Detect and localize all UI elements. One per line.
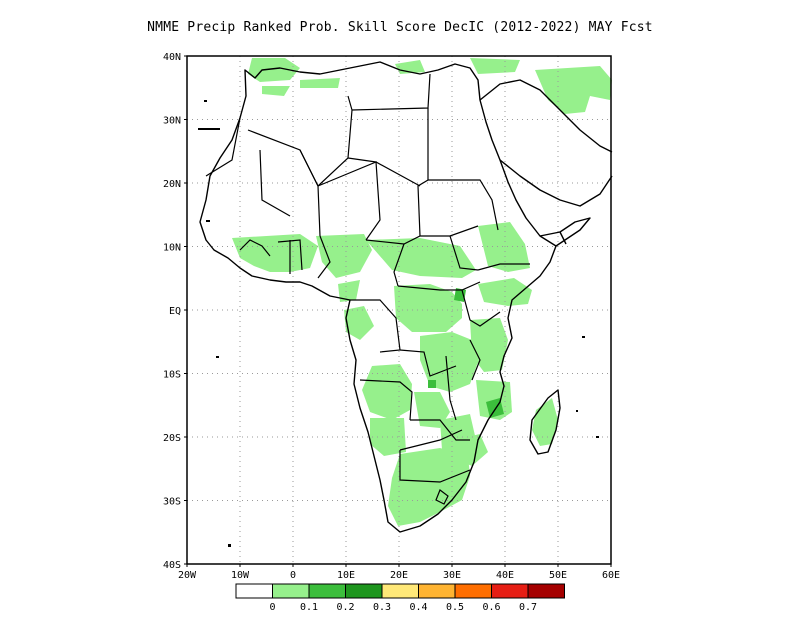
axis-ticks [184,55,612,567]
lat-label: 30N [163,116,181,127]
colorbar-swatch [527,583,565,599]
islands [198,100,599,547]
lon-label: 20W [178,570,197,581]
lon-label: 60E [602,570,620,581]
lat-label: 10N [163,243,181,254]
lon-label: 40E [496,570,514,581]
lat-label: 20S [163,433,181,444]
colorbar-label: 0.4 [409,602,427,613]
colorbar-label: 0.7 [519,602,537,613]
skill-shading [232,58,612,526]
lat-lon-grid [187,56,611,564]
colorbar-swatch [491,583,529,599]
lon-label: 30E [443,570,461,581]
lon-label: 0 [290,570,296,581]
lat-label: EQ [169,306,181,317]
colorbar-swatch [308,583,346,599]
coastlines [199,61,613,533]
colorbar-swatch [381,583,419,599]
lon-label: 10E [337,570,355,581]
lat-axis-labels: 40N 30N 20N 10N EQ 10S 20S 30S 40S [163,52,181,571]
lat-label: 10S [163,370,181,381]
colorbar-swatch [454,583,492,599]
colorbar: 0 0.1 0.2 0.3 0.4 0.5 0.6 0.7 [235,583,565,613]
lat-label: 40N [163,52,181,63]
colorbar-label: 0.1 [300,602,318,613]
colorbar-label: 0.6 [482,602,500,613]
colorbar-swatch [272,583,310,599]
lon-label: 20E [390,570,408,581]
map-title: NMME Precip Ranked Prob. Skill Score Dec… [147,20,653,35]
lon-axis-labels: 20W 10W 0 10E 20E 30E 40E 50E 60E [178,570,620,581]
lat-label: 30S [163,497,181,508]
colorbar-label: 0.5 [446,602,464,613]
lon-label: 10W [231,570,250,581]
colorbar-swatch [418,583,456,599]
lat-label: 40S [163,560,181,571]
colorbar-swatch [345,583,383,599]
colorbar-swatch [235,583,273,599]
colorbar-label: 0.3 [373,602,391,613]
country-borders [205,73,530,505]
colorbar-label: 0 [269,602,275,613]
lat-label: 20N [163,179,181,190]
colorbar-label: 0.2 [336,602,354,613]
lon-label: 50E [549,570,567,581]
